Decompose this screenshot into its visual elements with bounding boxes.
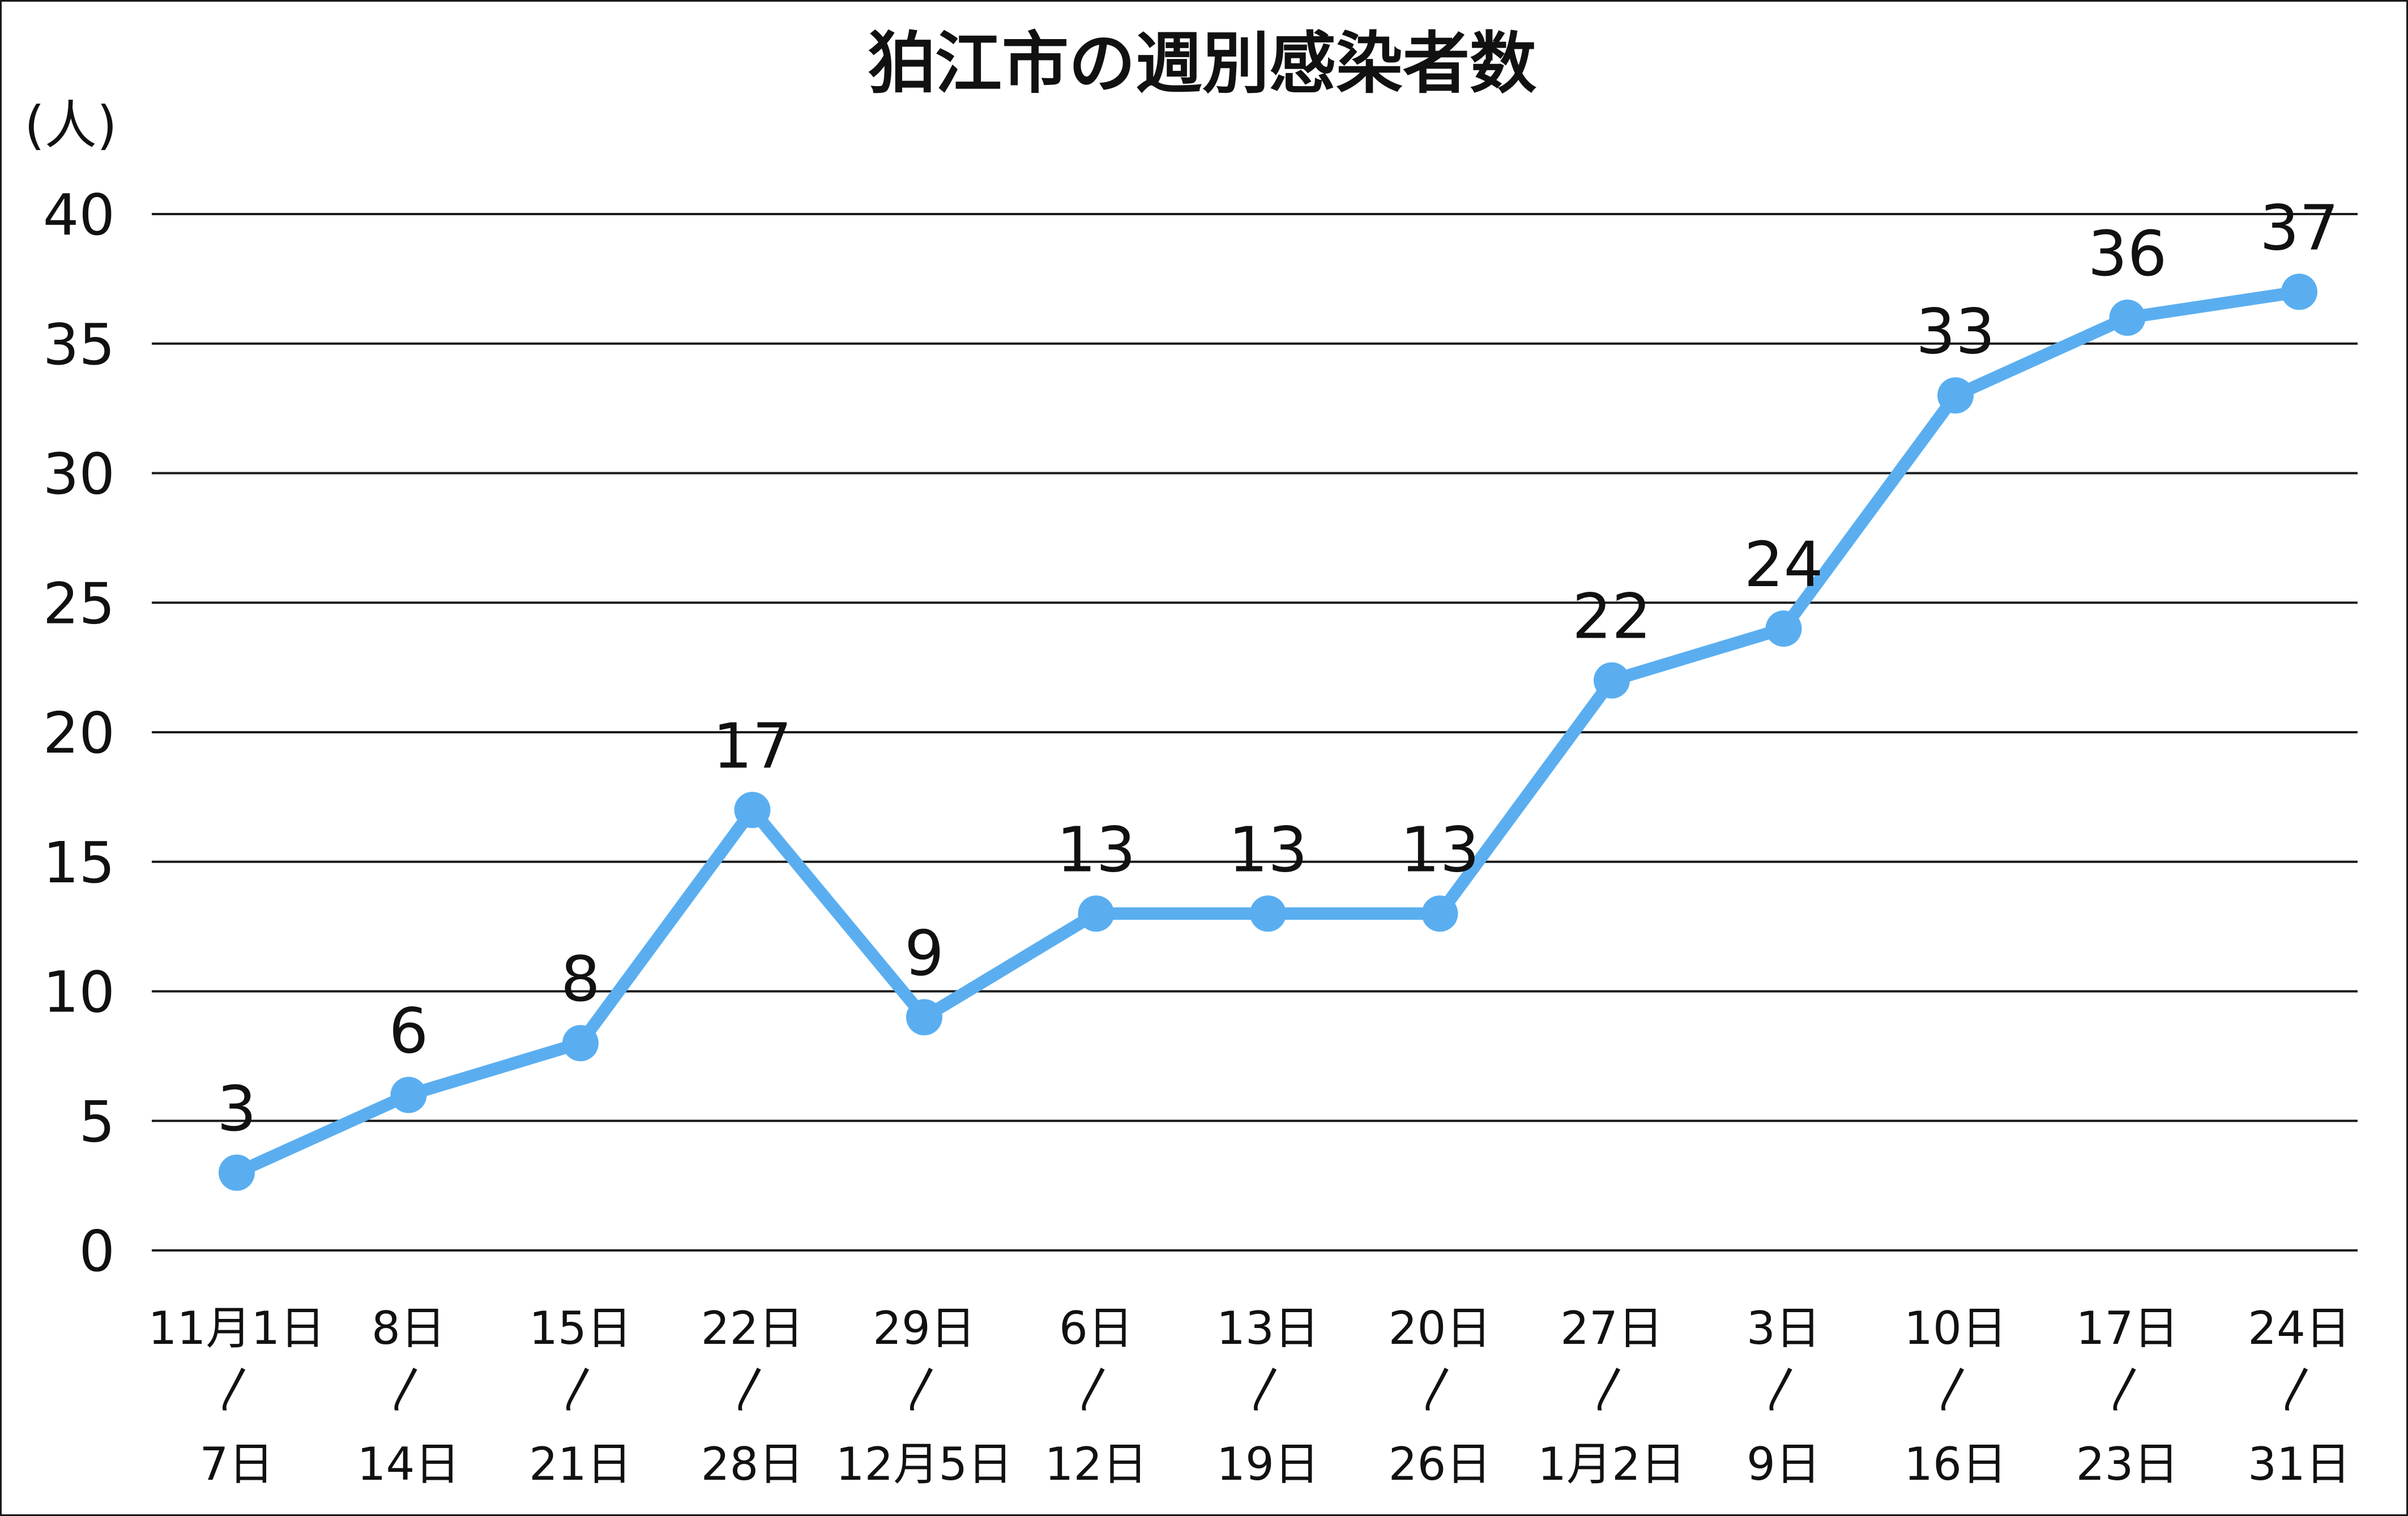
data-point <box>1078 895 1115 932</box>
data-point <box>2109 300 2146 336</box>
data-label: 17 <box>713 710 792 782</box>
x-tick-line: 12月5日 <box>836 1438 1013 1491</box>
x-tick-line: 13日 <box>1216 1302 1320 1355</box>
x-tick-line: 14日 <box>357 1438 460 1491</box>
y-tick-label: 40 <box>43 182 115 248</box>
data-point <box>1421 895 1458 932</box>
x-tick-line: 12日 <box>1045 1438 1148 1491</box>
x-tick-range-mark: 〳 <box>2277 1363 2322 1416</box>
data-point <box>562 1025 599 1061</box>
y-tick-label: 0 <box>79 1218 115 1284</box>
series-cases <box>219 274 2317 1191</box>
x-tick-range-mark: 〳 <box>214 1363 259 1416</box>
x-tick-label: 6日〳 12日 <box>1045 1302 1148 1491</box>
x-tick-line: 27日 <box>1560 1302 1663 1355</box>
data-point <box>2281 274 2317 310</box>
x-tick-line: 23日 <box>2076 1438 2179 1491</box>
data-label: 9 <box>904 917 944 989</box>
data-label: 8 <box>561 943 600 1015</box>
chart-title: 狛江市の週別感染者数 <box>868 24 1536 103</box>
x-tick-line: 20日 <box>1389 1302 1492 1355</box>
x-tick-line: 29日 <box>873 1302 976 1355</box>
y-tick-label: 20 <box>43 700 115 766</box>
data-label: 13 <box>1057 813 1136 886</box>
x-tick-range-mark: 〳 <box>386 1363 432 1416</box>
x-tick-line: 22日 <box>701 1302 804 1355</box>
x-tick-line: 28日 <box>701 1438 804 1491</box>
x-tick-label: 3日〳 9日 <box>1747 1302 1821 1491</box>
data-point <box>1250 895 1286 932</box>
x-tick-range-mark: 〳 <box>558 1363 603 1416</box>
data-point <box>219 1154 255 1191</box>
x-tick-line: 16日 <box>1904 1438 2007 1491</box>
x-tick-range-mark: 〳 <box>730 1363 775 1416</box>
data-label: 24 <box>1744 528 1824 601</box>
data-point <box>1594 662 1630 699</box>
x-tick-range-mark: 〳 <box>902 1363 947 1416</box>
x-tick-line: 8日 <box>372 1302 446 1355</box>
x-tick-line: 17日 <box>2076 1302 2179 1355</box>
y-axis-unit: (人) <box>24 95 117 156</box>
x-tick-range-mark: 〳 <box>1761 1363 1807 1416</box>
data-label: 3 <box>217 1073 257 1145</box>
y-axis-ticks: 0 5 10 15 20 25 30 35 40 <box>43 182 115 1284</box>
x-tick-line: 1月2日 <box>1538 1438 1686 1491</box>
x-tick-range-mark: 〳 <box>1933 1363 1978 1416</box>
data-label: 13 <box>1228 813 1308 886</box>
data-label: 33 <box>1916 295 1995 368</box>
data-label: 36 <box>2088 217 2167 290</box>
data-label: 22 <box>1572 580 1651 653</box>
x-tick-line: 3日 <box>1747 1302 1821 1355</box>
x-tick-range-mark: 〳 <box>1589 1363 1634 1416</box>
x-tick-line: 7日 <box>200 1438 274 1491</box>
x-tick-line: 24日 <box>2248 1302 2351 1355</box>
x-tick-line: 31日 <box>2248 1438 2351 1491</box>
x-tick-line: 11月1日 <box>148 1302 326 1355</box>
x-tick-range-mark: 〳 <box>1245 1363 1291 1416</box>
x-tick-line: 9日 <box>1747 1438 1821 1491</box>
y-tick-label: 5 <box>79 1088 115 1155</box>
data-point <box>734 792 771 829</box>
y-tick-label: 10 <box>43 959 115 1026</box>
y-tick-label: 30 <box>43 441 115 507</box>
x-tick-label: 8日〳 14日 <box>357 1302 460 1491</box>
data-label: 37 <box>2260 191 2339 264</box>
x-tick-line: 19日 <box>1216 1438 1320 1491</box>
x-tick-range-mark: 〳 <box>2105 1363 2150 1416</box>
x-tick-line: 26日 <box>1389 1438 1492 1491</box>
y-tick-label: 35 <box>43 311 115 378</box>
data-point <box>906 999 942 1036</box>
data-point <box>1937 377 1974 414</box>
x-tick-range-mark: 〳 <box>1418 1363 1463 1416</box>
x-tick-line: 6日 <box>1059 1302 1133 1355</box>
x-tick-line: 10日 <box>1904 1302 2007 1355</box>
gridlines <box>152 213 2358 1252</box>
x-tick-line: 21日 <box>529 1438 632 1491</box>
data-label: 6 <box>389 995 429 1067</box>
x-tick-line: 15日 <box>529 1302 632 1355</box>
data-label: 13 <box>1401 813 1480 886</box>
y-tick-label: 15 <box>43 830 115 896</box>
data-point <box>390 1077 427 1113</box>
x-tick-range-mark: 〳 <box>1074 1363 1119 1416</box>
y-tick-label: 25 <box>43 570 115 637</box>
data-point <box>1765 610 1802 647</box>
